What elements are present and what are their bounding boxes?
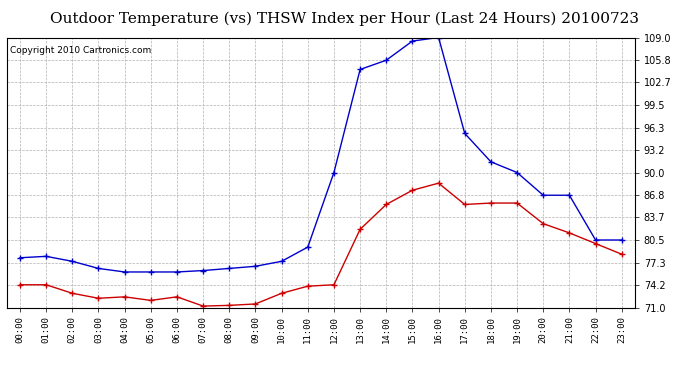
Text: Copyright 2010 Cartronics.com: Copyright 2010 Cartronics.com [10, 46, 151, 55]
Text: Outdoor Temperature (vs) THSW Index per Hour (Last 24 Hours) 20100723: Outdoor Temperature (vs) THSW Index per … [50, 11, 640, 26]
